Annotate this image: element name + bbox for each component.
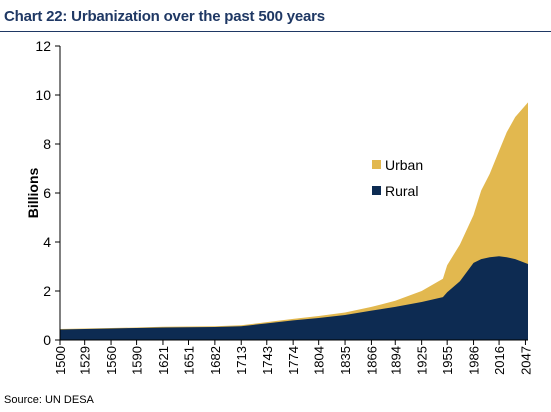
x-tick-label: 1955 (440, 346, 455, 375)
y-tick-label: 0 (43, 332, 51, 348)
legend-label-urban: Urban (385, 157, 423, 173)
y-tick-label: 10 (35, 87, 51, 103)
x-tick-label: 1621 (156, 346, 171, 375)
y-tick-label: 4 (43, 234, 51, 250)
x-tick-label: 2016 (492, 346, 507, 375)
x-tick-label: 1804 (312, 346, 327, 375)
rural-area (60, 256, 528, 340)
legend-swatch-urban (372, 160, 381, 169)
x-tick-label: 1986 (467, 346, 482, 375)
title-divider (0, 31, 551, 32)
x-tick-label: 1894 (388, 346, 403, 375)
legend-label-rural: Rural (385, 183, 418, 199)
x-tick-label: 1529 (78, 346, 93, 375)
y-axis-label: Billions (25, 168, 41, 219)
x-tick-label: 1925 (415, 346, 430, 375)
x-tick-label: 1560 (104, 346, 119, 375)
source-note: Source: UN DESA (4, 394, 94, 406)
x-tick-label: 1835 (338, 346, 353, 375)
x-tick-label: 2047 (518, 346, 533, 375)
x-tick-label: 1682 (208, 346, 223, 375)
x-tick-label: 1743 (260, 346, 275, 375)
x-tick-label: 1651 (181, 346, 196, 375)
x-tick-label: 1713 (234, 346, 249, 375)
chart-title: Chart 22: Urbanization over the past 500… (4, 8, 325, 25)
y-tick-label: 8 (43, 136, 51, 152)
legend-swatch-rural (372, 186, 381, 195)
y-tick-label: 2 (43, 283, 51, 299)
x-tick-label: 1866 (364, 346, 379, 375)
x-tick-label: 1500 (53, 346, 68, 375)
x-tick-label: 1774 (286, 346, 301, 375)
y-tick-label: 12 (35, 38, 51, 54)
y-tick-label: 6 (43, 185, 51, 201)
x-tick-label: 1590 (130, 346, 145, 375)
